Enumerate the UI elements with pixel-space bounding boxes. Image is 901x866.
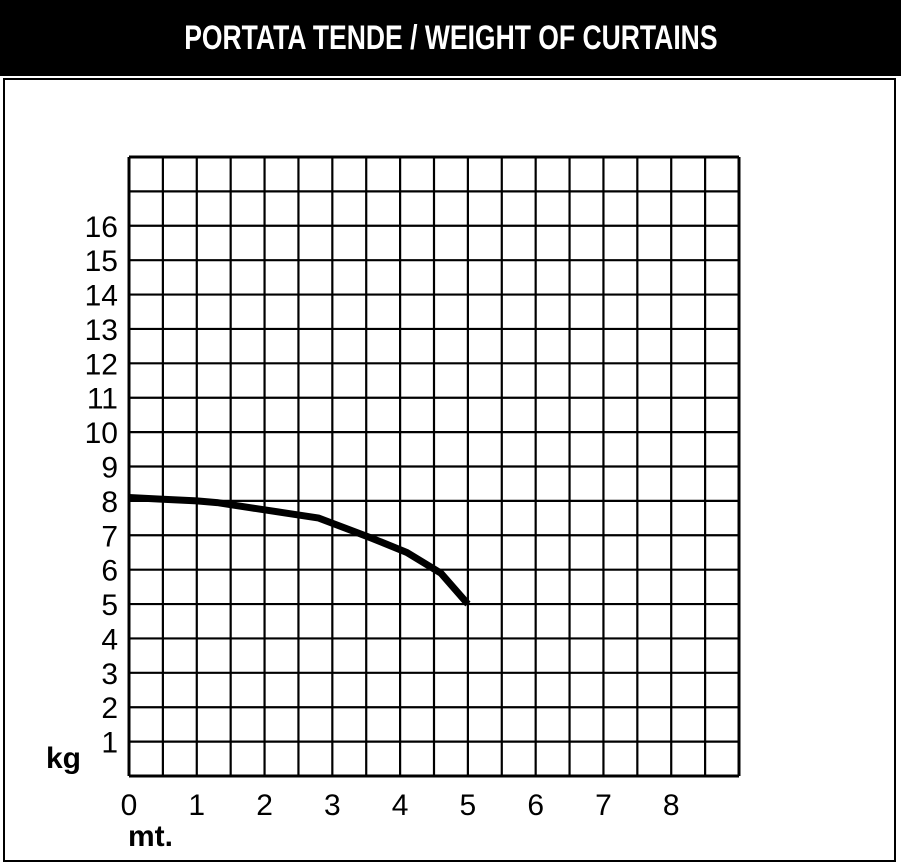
y-tick-label: 9: [101, 452, 118, 485]
series-group: [128, 494, 471, 607]
grid: [127, 155, 741, 778]
y-axis-label: kg: [46, 742, 81, 775]
x-tick-label: 7: [595, 789, 612, 822]
x-tick-label: 2: [256, 789, 273, 822]
y-tick-label: 15: [85, 245, 118, 278]
y-tick-label: 13: [85, 314, 118, 347]
y-tick-label: 7: [101, 520, 118, 553]
y-tick-label: 2: [101, 692, 118, 725]
y-tick-label: 12: [85, 348, 118, 381]
y-tick-label: 3: [101, 658, 118, 691]
x-tick-labels: 0 1 2 3 4 5 6 7 8: [121, 789, 680, 822]
x-tick-label: 1: [188, 789, 205, 822]
y-tick-label: 14: [85, 280, 118, 313]
x-tick-label: 5: [460, 789, 477, 822]
y-tick-label: 8: [101, 486, 118, 519]
x-tick-label: 0: [121, 789, 138, 822]
y-tick-label: 5: [101, 589, 118, 622]
y-tick-label: 16: [85, 211, 118, 244]
y-tick-label: 4: [101, 623, 118, 656]
x-tick-label: 4: [392, 789, 409, 822]
x-axis-label: mt.: [128, 820, 173, 853]
series-line: [128, 494, 471, 607]
title-bar: PORTATA TENDE / WEIGHT OF CURTAINS: [0, 0, 901, 76]
y-tick-label: 1: [101, 727, 118, 760]
y-tick-label: 6: [101, 555, 118, 588]
chart-title: PORTATA TENDE / WEIGHT OF CURTAINS: [183, 18, 718, 57]
y-tick-label: 10: [85, 417, 118, 450]
x-tick-label: 3: [324, 789, 341, 822]
y-tick-label: 11: [87, 383, 118, 416]
x-tick-label: 8: [663, 789, 680, 822]
x-tick-label: 6: [527, 789, 544, 822]
chart-frame: [3, 78, 896, 862]
